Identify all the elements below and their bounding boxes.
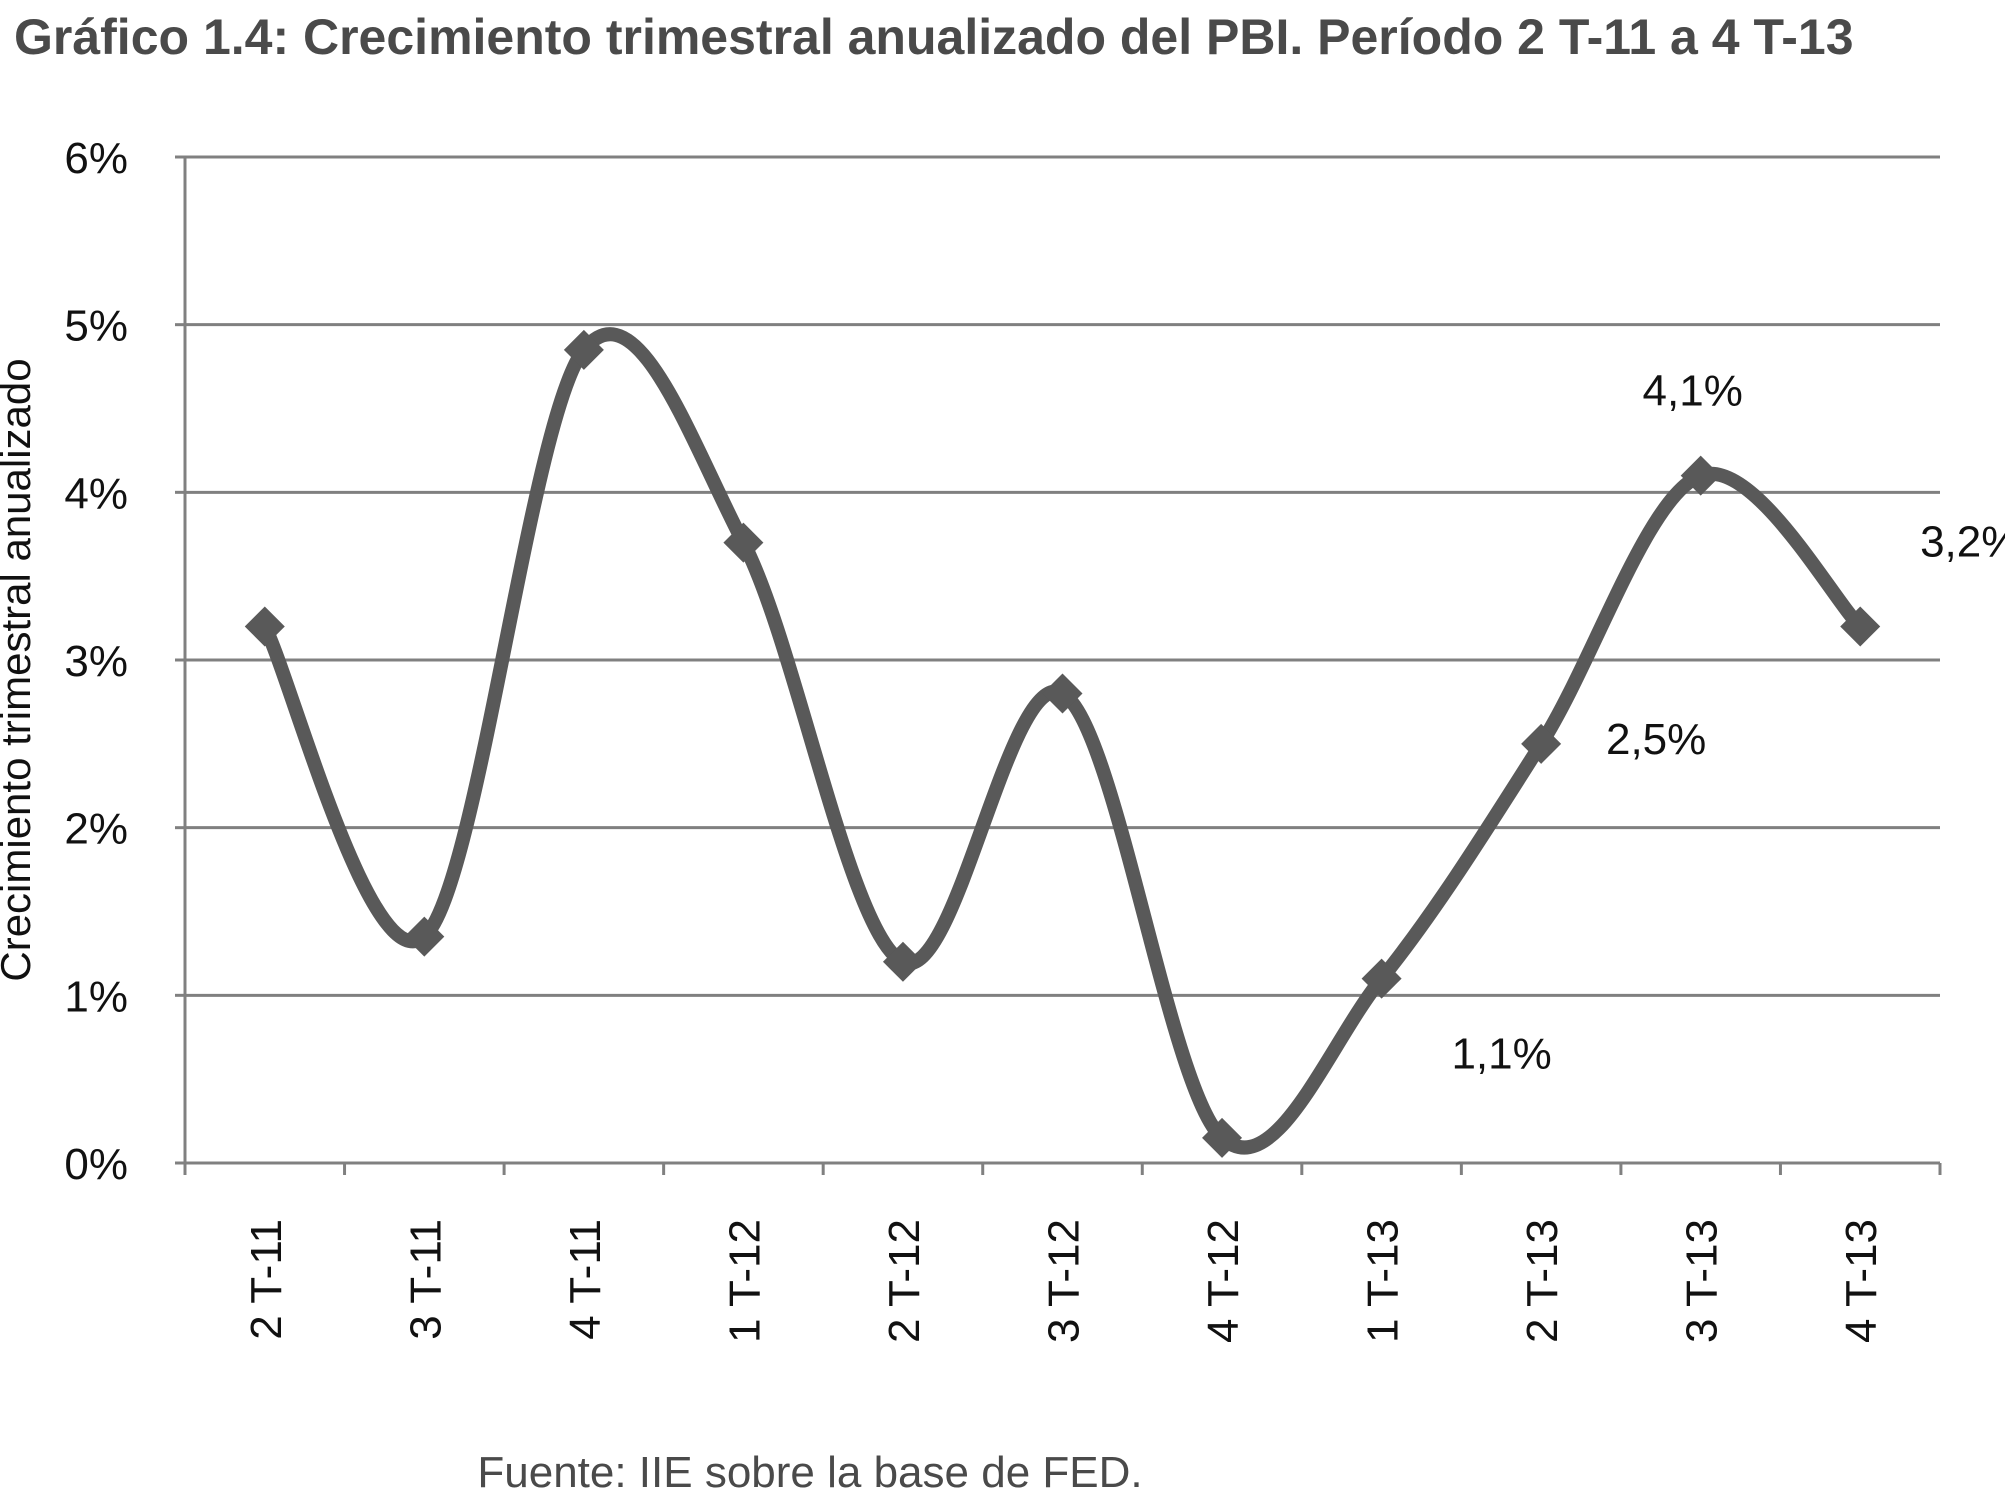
data-point-marker [1202, 1117, 1243, 1158]
gridlines [185, 155, 1940, 997]
x-tick-label: 1 T-12 [720, 1219, 769, 1343]
data-point-marker [1361, 958, 1402, 999]
data-label: 2,5% [1606, 715, 1706, 764]
data-point-marker [1840, 606, 1881, 647]
x-tick-label: 1 T-13 [1359, 1219, 1408, 1343]
x-tick-labels: 2 T-11 3 T-11 4 T-11 1 T-12 2 T-12 3 T-12 4 T-… [242, 1219, 1886, 1343]
data-point-marker [1042, 673, 1083, 714]
data-point-marker [723, 522, 764, 563]
x-tick-label: 4 T-13 [1837, 1219, 1886, 1343]
y-tick-label: 4% [64, 469, 128, 518]
data-label: 1,1% [1451, 1030, 1551, 1079]
y-tick-label: 2% [64, 805, 128, 854]
data-labels: 1,1% 2,5% 4,1% 3,2% [1451, 367, 2005, 1079]
chart-title: Gráfico 1.4: Crecimiento trimestral anua… [14, 9, 1854, 65]
data-point-marker [244, 606, 285, 647]
data-point-marker [404, 916, 445, 957]
data-point-marker [1521, 723, 1562, 764]
data-point-marker [1680, 455, 1721, 496]
chart-source: Fuente: IIE sobre la base de FED. [477, 1448, 1143, 1497]
x-tick-label: 2 T-12 [880, 1219, 929, 1343]
data-point-marker [563, 329, 604, 370]
x-tick-label: 2 T-11 [242, 1219, 291, 1340]
axes [175, 155, 1942, 1175]
x-tick-label: 3 T-13 [1678, 1219, 1727, 1343]
data-label: 3,2% [1920, 517, 2005, 566]
y-tick-label: 3% [64, 637, 128, 686]
y-tick-label: 5% [64, 302, 128, 351]
x-tick-label: 3 T-12 [1040, 1219, 1089, 1343]
series-markers [244, 329, 1881, 1158]
y-tick-labels: 0% 1% 2% 3% 4% 5% 6% [64, 134, 128, 1189]
series-line-layer [257, 327, 1868, 1155]
y-tick-label: 1% [64, 972, 128, 1021]
y-axis-title: Crecimiento trimestral anualizado [0, 358, 39, 981]
x-tick-label: 3 T-11 [401, 1219, 450, 1340]
y-tick-label: 0% [64, 1140, 128, 1189]
x-tick-label: 2 T-13 [1518, 1219, 1567, 1343]
data-point-marker [882, 941, 923, 982]
x-tick-label: 4 T-12 [1199, 1219, 1248, 1343]
x-tick-label: 4 T-11 [561, 1219, 610, 1340]
y-tick-label: 6% [64, 134, 128, 183]
series-line [257, 327, 1868, 1155]
data-label: 4,1% [1643, 367, 1743, 416]
